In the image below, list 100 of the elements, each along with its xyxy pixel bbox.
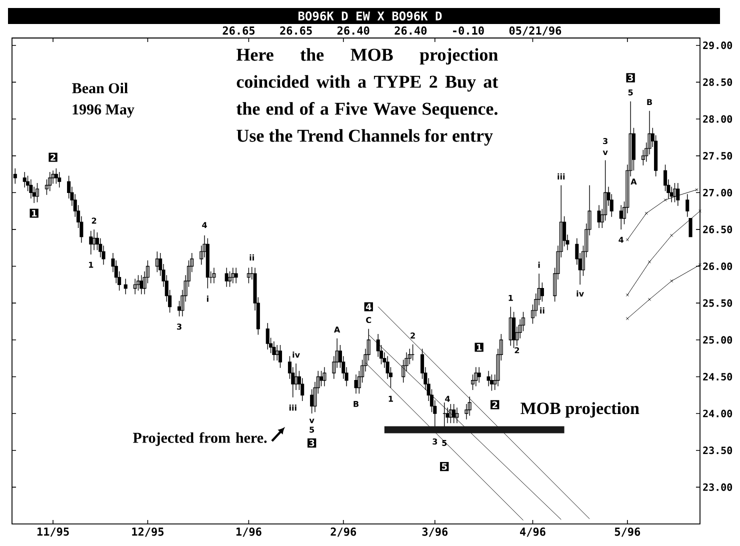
annotation: iii: [558, 173, 565, 180]
annotation: i: [206, 296, 208, 302]
annotation: iv: [576, 290, 584, 297]
annotation: A: [334, 326, 340, 333]
x-tick-label: 4/96: [520, 528, 546, 537]
candlestick: [89, 230, 93, 255]
candlestick: [228, 271, 232, 288]
annotation: 4: [202, 222, 207, 228]
candlestick: [92, 229, 96, 250]
annotation: iii: [289, 404, 296, 411]
annotation: A: [630, 178, 637, 184]
candlestick: [48, 172, 52, 192]
annotation: v: [309, 418, 314, 424]
candlestick: [234, 267, 238, 284]
annotation: v: [602, 150, 608, 156]
annotation: 1: [388, 396, 393, 402]
y-tick-label: 27.00: [703, 188, 732, 196]
candlestick: [136, 274, 140, 291]
candlestick: [272, 341, 276, 361]
x-tick-label: 11/95: [37, 528, 69, 537]
y-tick-label: 28.00: [703, 115, 732, 123]
y-tick-label: 24.00: [703, 410, 732, 418]
annotation: 3: [177, 324, 182, 330]
candlestick: [266, 322, 270, 350]
annotation: 2: [492, 401, 498, 408]
candlestick: [29, 179, 33, 199]
annotation: 3: [603, 138, 608, 144]
y-tick-label: 29.00: [703, 42, 732, 50]
candlestick: [133, 278, 137, 295]
y-tick-label: 26.50: [703, 226, 732, 234]
annotation: 5: [310, 426, 314, 433]
annotation: 4: [618, 236, 624, 243]
annotation: iv: [292, 352, 300, 358]
y-tick-label: 26.00: [703, 262, 732, 270]
y-tick-label: 25.00: [703, 336, 732, 344]
candlestick: [58, 172, 62, 188]
annotation: C: [366, 316, 372, 324]
candlestick: [231, 267, 235, 284]
annotation: 2: [50, 154, 56, 161]
annotation: B: [647, 99, 652, 105]
annotation: 1: [476, 344, 482, 351]
annotation: 3: [628, 74, 633, 82]
candlestick: [322, 366, 326, 387]
annotation: 2: [514, 347, 520, 354]
candlestick: [486, 370, 490, 387]
y-tick-label: 23.50: [703, 446, 732, 454]
candlestick: [619, 204, 623, 230]
candlestick: [411, 344, 415, 361]
point: [670, 279, 674, 283]
candlestick: [224, 267, 228, 288]
chart-title: BO96K D EW X BO96K D: [298, 11, 442, 21]
annotation: 3: [432, 438, 438, 445]
candlestick: [206, 238, 210, 289]
candlestick: [54, 168, 58, 184]
point: [664, 198, 667, 202]
annotation: 3: [309, 440, 314, 446]
candlestick: [124, 278, 128, 295]
annotation: Projected from here.: [132, 432, 267, 446]
annotation: B: [354, 401, 358, 407]
y-tick-label: 28.50: [703, 78, 732, 86]
candlestick: [354, 374, 358, 394]
candlestick: [468, 396, 472, 416]
annotation: 4: [445, 396, 450, 402]
annotation: 5: [442, 440, 447, 446]
x-tick-label: 1/96: [236, 528, 262, 537]
y-tick-label: 25.50: [703, 299, 732, 307]
annotation: i: [538, 262, 540, 268]
point: [648, 298, 652, 301]
candlestick: [490, 374, 494, 392]
x-tick-label: 12/95: [132, 528, 164, 537]
candlestick: [455, 407, 459, 424]
y-tick-label: 27.50: [703, 152, 732, 160]
annotation: 1: [32, 210, 37, 217]
annotation: 1: [508, 295, 513, 301]
annotation: 5: [442, 463, 447, 470]
annotation: 5: [628, 90, 633, 96]
annotation: 1996 May: [72, 104, 134, 118]
candlestick: [35, 182, 40, 203]
point: [644, 212, 648, 215]
annotation: MOB projection: [520, 402, 640, 418]
candlestick: [442, 402, 446, 428]
candlestick: [474, 366, 478, 387]
annotation: Here the MOB projection coincided with a TYPE 2 Buy at the end of a Five Wave Sequence. Use the Trend Channels for entry: [236, 48, 498, 146]
candlestick: [477, 366, 481, 383]
candlestick: [22, 172, 26, 188]
candlestick: [686, 194, 690, 218]
x-tick-label: 2/96: [330, 528, 356, 537]
y-tick-label: 23.00: [703, 483, 732, 491]
x-tick-label: 3/96: [422, 528, 448, 537]
annotation: Bean Oil: [72, 82, 128, 94]
candlestick: [246, 267, 250, 284]
chart-subtitle: 26.65 26.65 26.40 26.40 -0.10 05/21/96: [222, 26, 562, 36]
candlestick: [278, 344, 282, 368]
x-tick-label: 5/96: [614, 528, 640, 537]
candlestick: [212, 267, 216, 284]
candlestick: [597, 204, 601, 228]
y-tick-label: 24.50: [703, 372, 732, 380]
annotation: ii: [250, 254, 254, 260]
annotation: 4: [366, 303, 372, 310]
point: [670, 234, 674, 237]
